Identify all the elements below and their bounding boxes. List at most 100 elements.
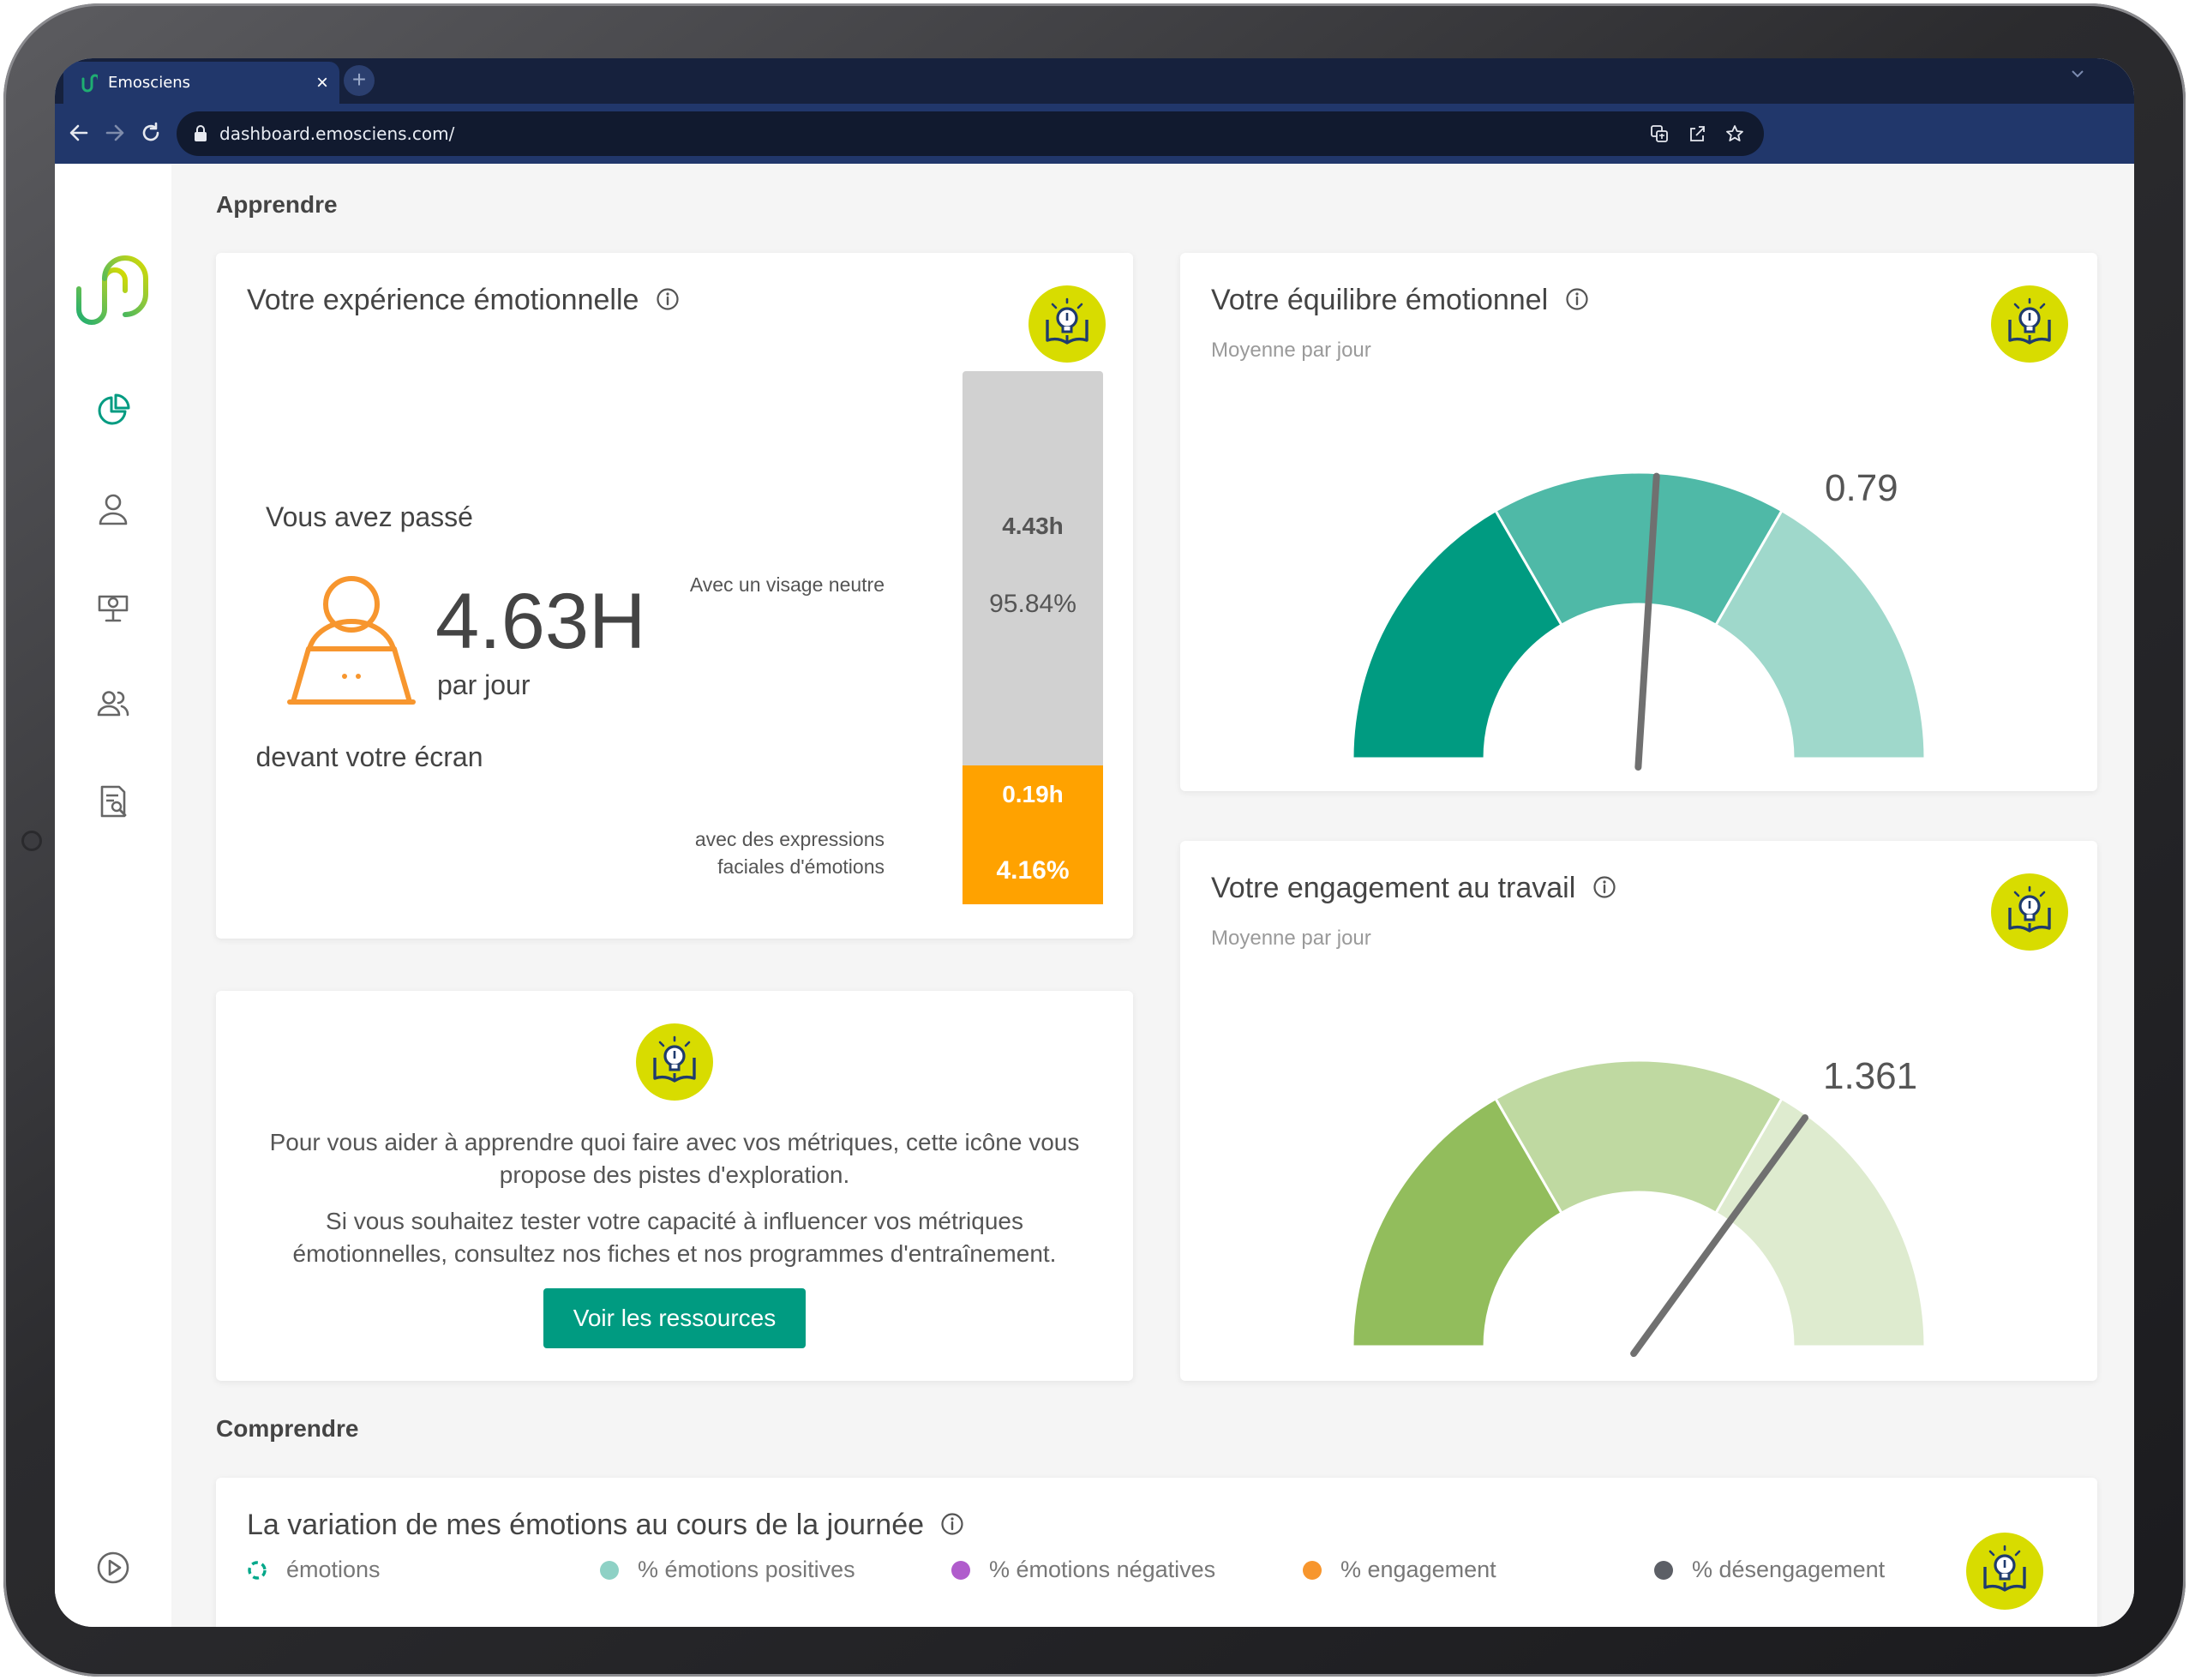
info-icon[interactable] [1565, 287, 1589, 311]
legend-label: % émotions négatives [989, 1557, 1216, 1582]
legend-dot [951, 1560, 970, 1580]
emotion-label-line2: faciales d'émotions [717, 855, 885, 878]
lightbulb-book-icon[interactable] [1966, 1533, 2043, 1610]
tips-line: Si vous souhaitez tester votre capacité … [326, 1208, 1023, 1234]
legend-label: émotions [286, 1557, 381, 1582]
variation-title: La variation de mes émotions au cours de… [247, 1509, 964, 1542]
legend-dot [1303, 1560, 1322, 1580]
tablet-camera [24, 833, 39, 849]
tips-paragraph-1: Pour vous aider à apprendre quoi faire a… [216, 1126, 1133, 1191]
info-icon[interactable] [1592, 875, 1616, 899]
translate-icon[interactable] [1642, 117, 1676, 151]
balance-title-text: Votre équilibre émotionnel [1211, 284, 1549, 316]
gauge-segment [1713, 508, 1927, 760]
screen: Emosciens × + dashboard.emosciens.com/ [55, 58, 2134, 1627]
engagement-subtitle: Moyenne par jour [1211, 927, 1371, 950]
legend-item-engagement[interactable]: % engagement [1303, 1557, 1496, 1583]
gauge-needle [1630, 1114, 1808, 1358]
gauge-segment [1493, 471, 1784, 627]
balance-title: Votre équilibre émotionnel [1211, 284, 1589, 317]
tips-card: Pour vous aider à apprendre quoi faire a… [216, 991, 1133, 1381]
dashed-circle-icon [248, 1560, 267, 1580]
gauge-segment [1493, 1059, 1784, 1215]
legend-item-positive[interactable]: % émotions positives [600, 1557, 855, 1583]
view-resources-button[interactable]: Voir les ressources [543, 1288, 806, 1348]
gauge-segment [1351, 1096, 1564, 1348]
emotion-expressions-label: avec des expressions faciales d'émotions [679, 825, 885, 880]
info-icon[interactable] [940, 1512, 964, 1536]
screen-time-stacked-bar: 4.43h 95.84% 0.19h 4.16% [963, 371, 1103, 904]
legend-dot [1654, 1560, 1673, 1580]
screen-time-value: 4.63H [435, 578, 646, 665]
legend-label: % désengagement [1692, 1557, 1886, 1582]
tips-paragraph-2: Si vous souhaitez tester votre capacité … [216, 1205, 1133, 1270]
balance-subtitle: Moyenne par jour [1211, 339, 1371, 362]
gauge-segment [1713, 1096, 1927, 1348]
emosciens-favicon-icon [81, 74, 98, 92]
section-title-comprendre: Comprendre [216, 1415, 359, 1442]
lightbulb-book-icon[interactable] [1029, 285, 1106, 363]
balance-gauge [1351, 471, 1927, 771]
lightbulb-book-icon[interactable] [1991, 873, 2068, 951]
gauge-needle [1634, 472, 1660, 771]
chevron-down-icon[interactable] [2060, 65, 2095, 96]
url-text: dashboard.emosciens.com/ [219, 123, 455, 144]
share-icon[interactable] [1680, 117, 1714, 151]
per-day-text: par jour [437, 669, 531, 700]
lightbulb-book-icon [636, 1023, 713, 1101]
address-bar[interactable]: dashboard.emosciens.com/ [177, 111, 1764, 156]
neutral-segment: 4.43h 95.84% [963, 371, 1103, 765]
tab-close-icon[interactable]: × [315, 70, 328, 94]
lightbulb-book-icon[interactable] [1991, 285, 2068, 363]
reload-icon[interactable] [132, 114, 170, 152]
legend-item-negative[interactable]: % émotions négatives [951, 1557, 1215, 1583]
balance-card: Votre équilibre émotionnel Moyenne par j… [1180, 253, 2097, 791]
in-front-of-screen-text: devant votre écran [255, 741, 483, 772]
team-icon[interactable] [86, 676, 141, 731]
play-circle-icon[interactable] [86, 1540, 141, 1595]
dashboard-main: Apprendre Votre expérience émotionnelle … [171, 164, 2134, 1627]
user-icon[interactable] [86, 482, 141, 537]
engagement-gauge [1351, 1059, 1927, 1358]
legend-label: % émotions positives [638, 1557, 855, 1582]
neutral-hours: 4.43h [1002, 513, 1064, 539]
you-spent-text: Vous avez passé [266, 501, 473, 532]
neutral-percent: 95.84% [989, 590, 1077, 618]
experience-title: Votre expérience émotionnelle [247, 284, 680, 317]
new-tab-button[interactable]: + [344, 65, 375, 96]
variation-title-text: La variation de mes émotions au cours de… [247, 1509, 925, 1541]
info-icon[interactable] [656, 287, 680, 311]
engagement-title-text: Votre engagement au travail [1211, 872, 1576, 904]
legend-item-disengagement[interactable]: % désengagement [1654, 1557, 1885, 1583]
engagement-title: Votre engagement au travail [1211, 872, 1616, 905]
emotion-hours: 0.19h [1002, 781, 1064, 807]
neutral-face-label: Avec un visage neutre [689, 573, 885, 596]
training-board-icon[interactable] [86, 579, 141, 633]
emosciens-logo[interactable] [69, 249, 153, 340]
tab-title: Emosciens [108, 74, 191, 92]
legend-item-emotions[interactable]: émotions [247, 1557, 381, 1583]
back-arrow-icon[interactable] [60, 114, 98, 152]
section-title-apprendre: Apprendre [216, 191, 338, 218]
experience-card: Votre expérience émotionnelle Vous avez … [216, 253, 1133, 939]
legend-label: % engagement [1340, 1557, 1496, 1582]
browser-tab[interactable]: Emosciens × [63, 62, 339, 104]
app-sidebar [55, 164, 171, 1627]
forward-arrow-icon[interactable] [96, 114, 134, 152]
legend-dot [600, 1560, 619, 1580]
tips-line: propose des pistes d'exploration. [499, 1161, 850, 1188]
tips-line: émotionnelles, consultez nos fiches et n… [292, 1240, 1057, 1267]
bookmark-star-icon[interactable] [1718, 117, 1752, 151]
engagement-card: Votre engagement au travail Moyenne par … [1180, 841, 2097, 1381]
emotion-label-line1: avec des expressions [694, 828, 885, 850]
browser-toolbar: dashboard.emosciens.com/ [55, 104, 2134, 164]
balance-value: 0.79 [1825, 467, 1898, 509]
browser-tab-strip: Emosciens × + [55, 58, 2134, 104]
lock-icon [195, 125, 207, 141]
experience-title-text: Votre expérience émotionnelle [247, 284, 639, 316]
person-at-laptop-icon [287, 576, 416, 705]
dashboard-pie-icon[interactable] [86, 383, 141, 438]
variation-card: La variation de mes émotions au cours de… [216, 1478, 2097, 1627]
emotion-segment: 0.19h 4.16% [963, 765, 1103, 904]
report-search-icon[interactable] [86, 774, 141, 829]
